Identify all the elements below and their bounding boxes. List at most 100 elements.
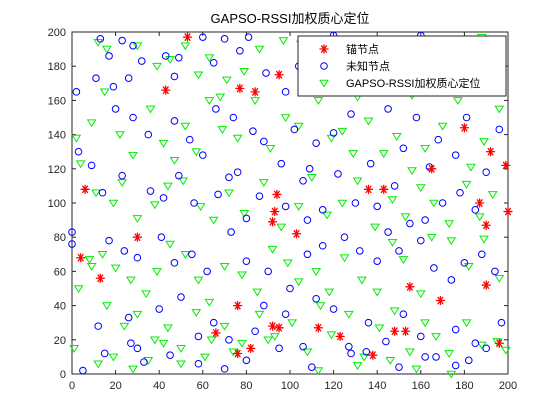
anchor-node-point (291, 229, 302, 239)
estimated-position-point (84, 256, 95, 264)
estimated-position-point (93, 360, 104, 369)
estimated-position-point (428, 199, 439, 208)
unknown-node-point (482, 344, 491, 353)
unknown-node-point (364, 318, 373, 327)
unknown-node-point (451, 325, 460, 334)
unknown-node-point (432, 353, 440, 361)
unknown-node-point (118, 36, 126, 45)
unknown-node-point (286, 284, 294, 293)
unknown-node-point (199, 33, 207, 41)
unknown-node-point (212, 105, 220, 113)
estimated-position-point (191, 148, 202, 157)
unknown-node-point (471, 206, 480, 214)
unknown-node-point (462, 113, 471, 122)
unknown-node-point (421, 216, 429, 224)
unknown-node-point (260, 137, 268, 146)
estimated-position-point (479, 235, 489, 244)
unknown-node-point (290, 125, 299, 134)
estimated-position-point (110, 264, 121, 273)
estimated-position-point (69, 345, 80, 353)
unknown-node-point (96, 35, 105, 43)
unknown-node-point (260, 301, 268, 310)
y-tick-label: 40 (54, 301, 66, 313)
anchor-node-point (132, 232, 143, 242)
unknown-node-point (421, 353, 429, 361)
estimated-position-point (278, 37, 289, 46)
unknown-node-point (262, 69, 270, 77)
unknown-node-point (318, 241, 327, 250)
anchor-node-point (250, 87, 260, 97)
estimated-position-point (108, 353, 119, 362)
estimated-position-point (337, 199, 348, 208)
estimated-position-point (391, 133, 402, 141)
estimated-position-point (315, 302, 326, 311)
anchor-node-point (274, 70, 284, 80)
unknown-node-point (351, 199, 360, 207)
estimated-position-point (108, 199, 119, 208)
estimated-position-point (476, 341, 487, 350)
estimated-position-point (487, 191, 498, 199)
unknown-node-point (406, 219, 414, 228)
unknown-node-point (199, 151, 207, 159)
unknown-node-point (471, 339, 480, 348)
unknown-node-point (303, 216, 312, 224)
estimated-position-point (191, 309, 202, 317)
unknown-node-point (177, 293, 185, 301)
unknown-node-point (373, 202, 382, 211)
unknown-node-point (175, 171, 183, 180)
unknown-node-point (456, 188, 464, 197)
estimated-position-point (200, 353, 210, 362)
estimated-position-point (363, 117, 374, 126)
estimated-position-point (415, 290, 426, 299)
unknown-node-point (225, 173, 233, 182)
unknown-node-point (255, 192, 264, 200)
unknown-node-point (281, 88, 290, 96)
y-tick-label: 20 (54, 335, 66, 347)
estimated-position-point (313, 97, 324, 105)
estimated-position-point (322, 211, 332, 220)
unknown-node-point (209, 58, 218, 67)
anchor-node-point (405, 282, 415, 292)
estimated-position-point (466, 163, 476, 172)
estimated-position-point (420, 319, 431, 328)
unknown-node-point (451, 151, 460, 159)
unknown-node-point (340, 233, 349, 241)
unknown-node-point (417, 236, 425, 245)
anchor-node-point (272, 189, 282, 200)
unknown-node-point (74, 147, 83, 156)
unknown-node-point (188, 250, 196, 259)
estimated-position-point (101, 45, 112, 54)
unknown-node-point (190, 199, 198, 207)
legend-entry-label: 锚节点 (346, 42, 379, 56)
estimated-position-point (494, 105, 505, 114)
unknown-node-point (482, 168, 491, 177)
unknown-node-point (92, 74, 100, 82)
anchor-node-point (274, 323, 284, 333)
unknown-node-point (434, 135, 443, 144)
estimated-position-point (232, 134, 243, 143)
estimated-position-point (276, 223, 287, 232)
unknown-node-point (308, 363, 316, 371)
y-tick-label: 80 (54, 232, 66, 244)
estimated-position-point (385, 357, 396, 365)
estimated-position-point (219, 262, 230, 271)
estimated-position-point (446, 237, 457, 246)
estimated-position-point (221, 76, 232, 85)
anchor-node-point (270, 206, 280, 217)
estimated-position-point (444, 220, 455, 229)
anchor-node-point (233, 300, 243, 311)
unknown-node-point (438, 199, 447, 207)
estimated-position-point (101, 302, 112, 311)
estimated-position-point (446, 370, 457, 379)
estimated-position-point (145, 105, 156, 114)
estimated-position-point (437, 122, 448, 131)
estimated-position-point (97, 251, 108, 259)
y-tick-label: 120 (48, 164, 66, 176)
estimated-position-point (217, 126, 228, 135)
unknown-node-point (68, 240, 76, 248)
unknown-node-point (362, 347, 371, 356)
unknown-node-point (155, 305, 163, 313)
estimated-position-point (474, 213, 485, 222)
